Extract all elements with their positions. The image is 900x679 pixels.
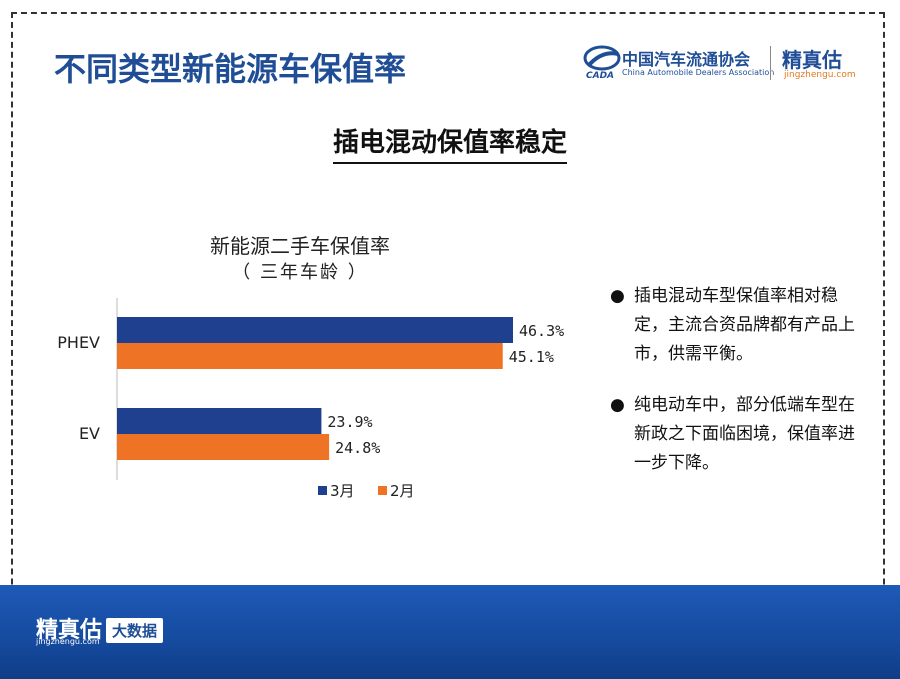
data-label: 46.3% — [519, 322, 564, 340]
bullet-list: ● 插电混动车型保值率相对稳定，主流合资品牌都有产品上市，供需平衡。 ● 纯电动… — [610, 282, 870, 500]
caada-logo-icon: CADA — [583, 45, 621, 80]
caada-mark-text: CADA — [586, 71, 614, 80]
bar — [117, 343, 503, 369]
caada-logo-en: China Automobile Dealers Association — [622, 68, 775, 77]
logo-divider — [770, 46, 771, 80]
bullet-text: 纯电动车中，部分低端车型在新政之下面临困境，保值率进一步下降。 — [634, 395, 855, 473]
chart-subtitle: （ 三年车龄 ） — [232, 262, 368, 283]
legend-label: 2月 — [390, 482, 415, 500]
legend-swatch — [318, 486, 327, 495]
footer-brand: 精真估 — [36, 618, 103, 643]
category-label: PHEV — [57, 333, 100, 352]
footer-url: jingzhengu.com — [36, 637, 100, 646]
bar — [117, 317, 513, 343]
bullet-dot-icon: ● — [610, 286, 625, 306]
jingzhengu-logo: 精真估 — [782, 48, 842, 72]
chart-title: 新能源二手车保值率 — [210, 234, 390, 258]
bullet-dot-icon: ● — [610, 395, 625, 415]
data-label: 24.8% — [335, 439, 380, 457]
bullet-item: ● 纯电动车中，部分低端车型在新政之下面临困境，保值率进一步下降。 — [610, 391, 870, 478]
section-subtitle: 插电混动保值率稳定 — [0, 122, 900, 164]
bullet-item: ● 插电混动车型保值率相对稳定，主流合资品牌都有产品上市，供需平衡。 — [610, 282, 870, 369]
footer-badge: 大数据 — [106, 618, 164, 643]
category-label: EV — [79, 424, 100, 443]
caada-logo-name: 中国汽车流通协会 — [622, 50, 751, 69]
data-label: 45.1% — [509, 348, 554, 366]
legend-label: 3月 — [330, 482, 355, 500]
bar — [117, 434, 330, 460]
page-title: 不同类型新能源车保值率 — [54, 50, 407, 88]
bullet-text: 插电混动车型保值率相对稳定，主流合资品牌都有产品上市，供需平衡。 — [634, 286, 855, 364]
legend-swatch — [378, 486, 387, 495]
jingzhengu-url: jingzhengu.com — [784, 70, 856, 80]
data-label: 23.9% — [327, 413, 372, 431]
bar — [117, 408, 322, 434]
